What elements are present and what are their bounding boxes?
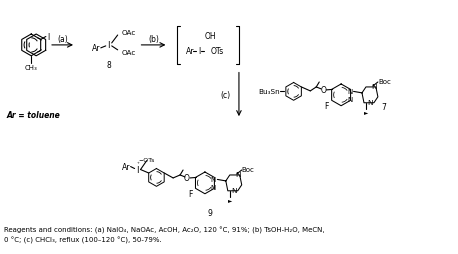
Text: N: N [347, 89, 352, 95]
Text: N: N [235, 171, 240, 177]
Text: I: I [136, 165, 139, 174]
Text: O: O [320, 86, 326, 95]
Text: Reagents and conditions: (a) NaIO₄, NaOAc, AcOH, Ac₂O, 120 °C, 91%; (b) TsOH-H₂O: Reagents and conditions: (a) NaIO₄, NaOA… [5, 226, 325, 233]
Text: N: N [231, 187, 236, 193]
Text: ⁺: ⁺ [137, 162, 140, 166]
Text: CH₃: CH₃ [25, 65, 38, 70]
Text: (b): (b) [148, 35, 159, 44]
Text: (c): (c) [221, 90, 231, 100]
Text: Ar: Ar [186, 47, 195, 56]
Text: N: N [347, 97, 352, 103]
Text: ►: ► [364, 110, 368, 115]
Text: Ar = toluene: Ar = toluene [6, 110, 60, 119]
Text: N: N [211, 185, 216, 190]
Text: 9: 9 [207, 208, 213, 217]
Text: 7: 7 [382, 103, 386, 112]
Text: F: F [188, 189, 193, 198]
Text: Boc: Boc [378, 79, 391, 85]
Text: N: N [371, 84, 376, 90]
Text: 0 °C; (c) CHCl₃, reflux (100–120 °C), 50-79%.: 0 °C; (c) CHCl₃, reflux (100–120 °C), 50… [5, 236, 162, 243]
Text: F: F [324, 101, 329, 110]
Text: I: I [108, 41, 110, 50]
Text: OAc: OAc [122, 50, 136, 56]
Text: OAc: OAc [122, 30, 136, 36]
Text: Boc: Boc [242, 166, 255, 172]
Text: Bu₃Sn: Bu₃Sn [258, 89, 279, 95]
Text: Ar: Ar [92, 44, 101, 53]
Text: 8: 8 [106, 61, 111, 70]
Text: ►: ► [228, 197, 232, 202]
Text: O: O [184, 174, 190, 183]
Text: N: N [367, 99, 373, 105]
Text: N: N [211, 177, 216, 183]
Text: OTs: OTs [211, 47, 224, 56]
Text: (a): (a) [57, 35, 68, 44]
Text: I: I [48, 33, 50, 42]
Text: Ar: Ar [122, 162, 131, 171]
Text: −OTs: −OTs [139, 157, 155, 163]
Text: I: I [198, 47, 200, 56]
Text: OH: OH [204, 31, 216, 40]
